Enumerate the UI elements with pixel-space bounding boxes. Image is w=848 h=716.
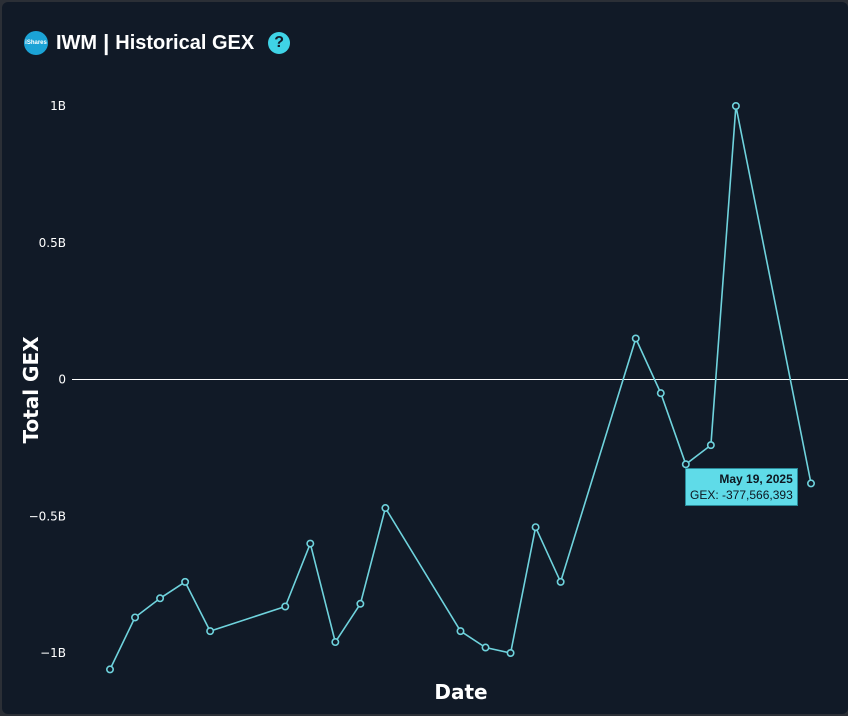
y-tick-label: −1B	[40, 646, 66, 660]
data-point[interactable]	[206, 627, 215, 636]
data-point[interactable]	[456, 627, 465, 636]
y-tick-label: −0.5B	[29, 509, 66, 523]
y-tick-label: 1B	[50, 99, 66, 113]
data-point[interactable]	[556, 577, 565, 586]
data-point[interactable]	[806, 479, 815, 488]
tooltip-value: GEX: -377,566,393	[690, 488, 793, 502]
tooltip-date: May 19, 2025	[719, 472, 793, 486]
data-point[interactable]	[531, 523, 540, 532]
y-tick-label: 0.5B	[39, 236, 66, 250]
data-point[interactable]	[631, 334, 640, 343]
data-point[interactable]	[156, 594, 165, 603]
data-point[interactable]	[281, 602, 290, 611]
y-axis-ticks: 1B 0.5B 0 −0.5B −1B	[29, 99, 66, 660]
data-point[interactable]	[131, 613, 140, 622]
data-point[interactable]	[106, 665, 115, 674]
data-point[interactable]	[181, 577, 190, 586]
data-point[interactable]	[681, 460, 690, 469]
data-point[interactable]	[481, 643, 490, 652]
title-separator: |	[103, 30, 110, 55]
data-point[interactable]	[331, 638, 340, 647]
chart-title: Historical GEX	[115, 31, 255, 54]
x-axis-label: Date	[434, 680, 487, 704]
data-point[interactable]	[506, 648, 515, 657]
gex-data-points	[106, 102, 815, 674]
gex-series-line	[109, 105, 812, 670]
chart-header: iShares IWM | Historical GEX ?	[24, 30, 291, 56]
ishares-logo-icon: iShares	[24, 31, 48, 55]
help-icon[interactable]: ?	[268, 32, 291, 54]
data-tooltip: May 19, 2025 GEX: -377,566,393	[685, 468, 798, 506]
data-point[interactable]	[656, 389, 665, 398]
y-axis-label: Total GEX	[19, 336, 43, 444]
data-point[interactable]	[706, 441, 715, 450]
data-point[interactable]	[356, 599, 365, 608]
data-point[interactable]	[306, 539, 315, 548]
y-tick-label: 0	[58, 373, 66, 387]
data-point[interactable]	[731, 102, 740, 111]
ticker-label: IWM	[56, 31, 98, 54]
data-point[interactable]	[381, 504, 390, 513]
